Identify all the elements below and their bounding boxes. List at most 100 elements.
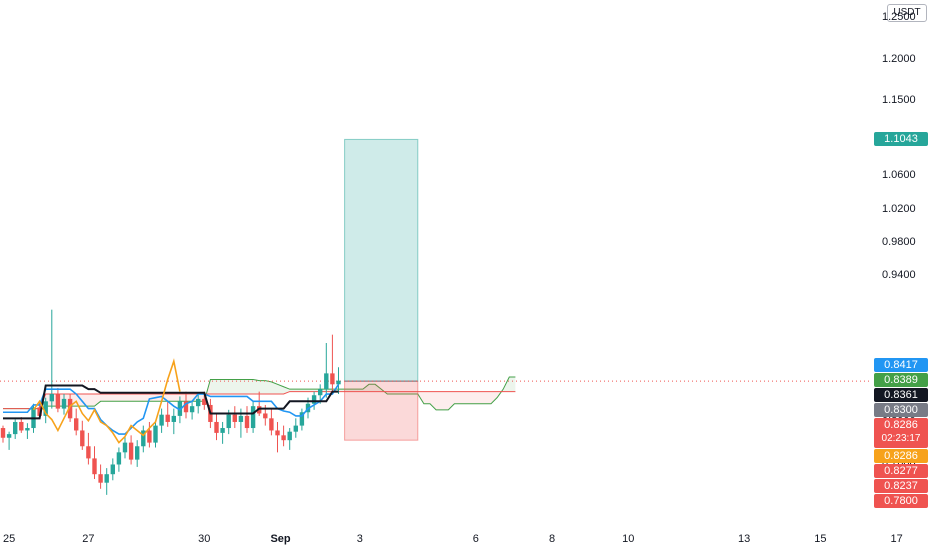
price-tag-value: 0.8389	[884, 374, 918, 387]
countdown-timer: 02:23:17	[881, 433, 921, 445]
cloud-segment	[295, 389, 302, 392]
time-tick-label: 27	[82, 533, 95, 545]
time-tick-label: 25	[2, 533, 16, 545]
cloud-segment	[472, 391, 479, 404]
time-tick-label: 10	[622, 533, 635, 545]
candle-body	[104, 474, 109, 483]
candle-body	[153, 425, 158, 443]
candle-body	[43, 401, 48, 416]
time-tick-label: 3	[356, 533, 363, 545]
price-tick-label: 1.1500	[882, 94, 916, 107]
cloud-segment	[491, 391, 498, 404]
cloud-segment	[277, 384, 284, 395]
cloud-segment	[405, 391, 412, 395]
cloud-segment	[265, 380, 272, 395]
candle-body	[13, 421, 18, 435]
cloud-segment	[308, 389, 315, 392]
cloud-segment	[179, 394, 186, 402]
time-axis[interactable]: 25 27 30 Sep 3 6 8 10 13 15 17	[0, 525, 903, 550]
price-chart[interactable]	[0, 0, 870, 525]
candle-body	[177, 401, 183, 416]
cloud-segment	[442, 391, 449, 410]
currency-badge[interactable]: USDT	[887, 4, 927, 22]
candle-body	[214, 421, 219, 433]
cloud-segment	[94, 394, 101, 407]
candle-body	[0, 428, 6, 438]
candle-body	[92, 458, 97, 475]
time-tick-label: 8	[548, 533, 556, 545]
conversion-line	[3, 383, 340, 435]
price-tag: 0.8286	[874, 449, 928, 464]
price-tick-label: 0.9400	[882, 269, 916, 282]
target-zone	[344, 138, 419, 382]
candle-body	[202, 398, 207, 405]
price-tag: 0.8389	[874, 373, 928, 388]
cloud-segment	[125, 394, 132, 402]
cloud-segment	[289, 389, 296, 392]
cloud-segment	[271, 381, 278, 395]
candle-body	[80, 430, 85, 447]
candle-body	[19, 421, 24, 431]
cloud-segment	[448, 391, 455, 410]
time-tick-label: 6	[472, 533, 479, 545]
price-tag-value: 0.8237	[884, 480, 918, 493]
cloud-segment	[326, 389, 333, 392]
time-tick-label: 30	[198, 533, 211, 545]
time-tick-label: 15	[814, 533, 827, 545]
cloud-segment	[399, 391, 406, 395]
cloud-segment	[137, 394, 144, 402]
candle-body	[128, 442, 134, 460]
candle-body	[61, 398, 67, 409]
candle-body	[269, 418, 274, 431]
candle-body	[135, 446, 140, 460]
time-tick-label: 13	[738, 533, 751, 545]
price-tag: 0.8417	[874, 358, 928, 373]
candle-body	[238, 415, 244, 422]
candle-body	[122, 442, 128, 453]
price-tag: 0.8361	[874, 388, 928, 403]
cloud-segment	[228, 379, 235, 395]
cloud-segment	[356, 389, 363, 392]
cloud-segment	[393, 391, 400, 395]
chart-area[interactable]	[0, 0, 870, 525]
cloud-segment	[234, 379, 241, 395]
price-axis[interactable]: USDT 1.2500 1.2000 1.1500 1.0600 1.0200 0.980…	[870, 0, 932, 550]
candle-body	[25, 428, 30, 431]
cloud-segment	[210, 379, 217, 395]
candle-body	[165, 414, 170, 422]
cloud-segment	[259, 380, 266, 395]
span-a-line	[3, 376, 516, 411]
price-tag-value: 0.8286	[884, 419, 918, 432]
price-tag-value: 0.8277	[884, 465, 918, 478]
price-tag: 0.8277	[874, 464, 928, 479]
cloud-segment	[106, 394, 113, 402]
cloud-segment	[112, 394, 119, 402]
candle-body	[336, 380, 341, 385]
candle-body	[299, 412, 305, 426]
candle-body	[324, 373, 329, 390]
price-tag-value: 0.8286	[884, 450, 918, 463]
candle-body	[183, 401, 189, 413]
candle-body	[263, 413, 268, 419]
stop-zone	[344, 380, 419, 441]
cloud-segment	[509, 377, 516, 392]
candle-body	[37, 407, 42, 416]
cloud-segment	[466, 391, 473, 404]
cloud-segment	[247, 379, 254, 395]
price-tag-value: 0.8300	[884, 404, 918, 417]
cloud-segment	[283, 386, 290, 395]
candle-body	[49, 394, 54, 402]
candle-body	[220, 428, 225, 433]
candle-body	[74, 418, 79, 431]
cloud-segment	[173, 394, 180, 402]
candle-body	[330, 373, 335, 385]
cloud-segment	[484, 391, 491, 404]
cloud-segment	[430, 391, 437, 410]
candle-body	[196, 398, 201, 407]
baseline-line	[3, 384, 339, 420]
candle-body	[171, 415, 176, 422]
cloud-segment	[460, 391, 467, 404]
candle-body	[141, 430, 146, 447]
lagging-line	[32, 358, 181, 444]
candle-body	[244, 415, 250, 429]
